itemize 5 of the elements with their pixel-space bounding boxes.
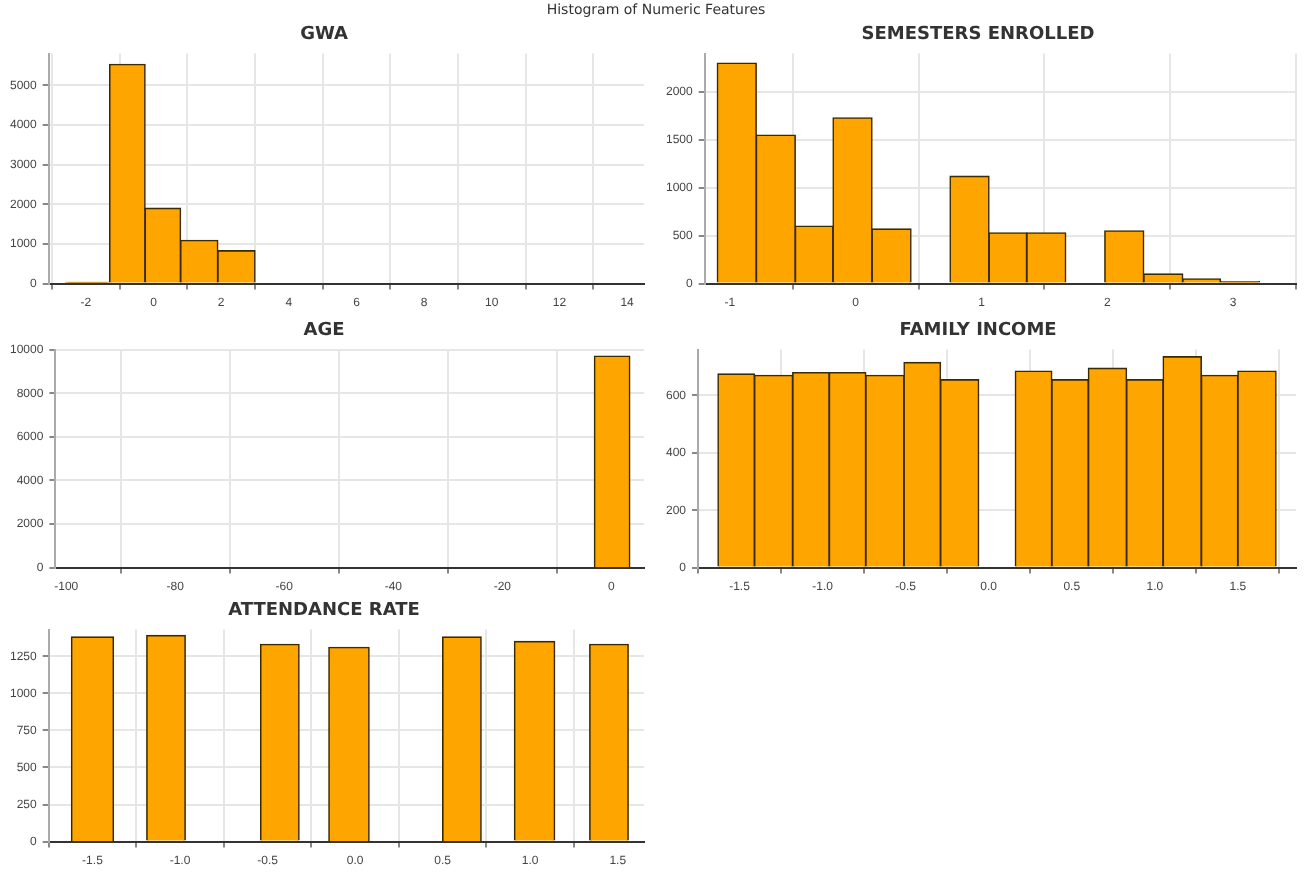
chart-title: GWA: [300, 25, 348, 46]
chart-title: SEMESTERS ENROLLED: [861, 25, 1095, 46]
chart-title: FAMILY INCOME: [899, 321, 1057, 342]
chart-title: AGE: [303, 321, 345, 342]
chart-title: ATTENDANCE RATE: [228, 601, 420, 622]
